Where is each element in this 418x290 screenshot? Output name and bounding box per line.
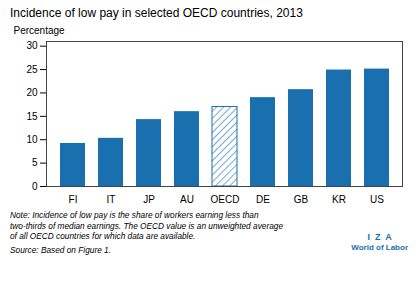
svg-text:AU: AU bbox=[180, 194, 194, 205]
html-text:Note: Incidence of low pay is: Note: Incidence of low pay is the share … bbox=[10, 210, 259, 220]
svg-text:10: 10 bbox=[26, 134, 38, 145]
svg-text:JP: JP bbox=[143, 194, 155, 205]
svg-text:IT: IT bbox=[107, 194, 116, 205]
html-text:two-thirds of median earnings.: two-thirds of median earnings. The OECD … bbox=[10, 220, 283, 231]
html-text:Incidence of low pay in select: Incidence of low pay in selected OECD co… bbox=[10, 6, 303, 20]
svg-text:Percentage: Percentage bbox=[14, 25, 66, 36]
svg-text:15: 15 bbox=[26, 111, 38, 122]
svg-text:US: US bbox=[370, 194, 384, 205]
svg-text:OECD: OECD bbox=[211, 194, 240, 205]
svg-text:25: 25 bbox=[26, 64, 38, 75]
svg-text:FI: FI bbox=[69, 194, 78, 205]
svg-text:KR: KR bbox=[332, 194, 346, 205]
html-text:World of Labor: World of Labor bbox=[351, 243, 408, 252]
svg-text:30: 30 bbox=[26, 40, 38, 51]
svg-text:GB: GB bbox=[294, 194, 309, 205]
svg-text:DE: DE bbox=[256, 194, 270, 205]
svg-text:0: 0 bbox=[32, 181, 38, 192]
svg-text:5: 5 bbox=[32, 157, 38, 168]
html-text:of all OECD countries for whic: of all OECD countries for which data are… bbox=[10, 231, 196, 241]
svg-text:20: 20 bbox=[26, 87, 38, 98]
html-text:I Z A: I Z A bbox=[367, 232, 392, 242]
html-text:Source: Based on Figure 1.: Source: Based on Figure 1. bbox=[10, 244, 111, 255]
